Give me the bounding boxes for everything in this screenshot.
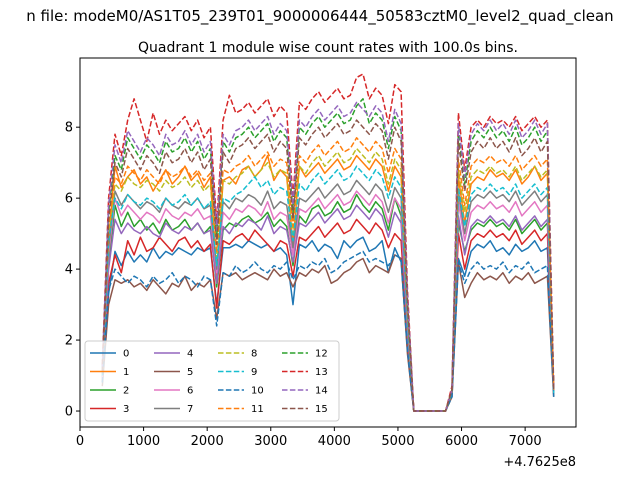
series-line-3: [101, 218, 555, 412]
legend-entry: 5: [154, 367, 193, 378]
series-layer: [101, 73, 555, 412]
series-line-7: [101, 179, 555, 412]
legend-entry: 3: [90, 404, 129, 415]
series-line-9: [101, 165, 555, 412]
y-tick-label: 0: [65, 405, 73, 420]
legend-entry: 8: [218, 349, 257, 360]
legend-entry: 12: [282, 349, 328, 360]
legend-box: [84, 340, 340, 422]
chart-title: Quadrant 1 module wise count rates with …: [138, 40, 518, 56]
legend-entry: 10: [218, 386, 264, 397]
x-tick-label: 4000: [318, 434, 351, 449]
legend-label: 8: [251, 349, 257, 360]
series-line-11: [101, 137, 555, 412]
x-tick-label: 6000: [445, 434, 478, 449]
x-tick-label: 2000: [191, 434, 224, 449]
series-line-12: [101, 98, 555, 412]
legend-label: 0: [123, 349, 129, 360]
series-line-1: [101, 154, 555, 412]
legend-label: 1: [123, 367, 129, 378]
series-line-4: [101, 204, 555, 412]
series-line-8: [101, 147, 555, 412]
legend-label: 4: [187, 349, 193, 360]
x-tick-label: 5000: [381, 434, 414, 449]
legend-label: 14: [315, 386, 328, 397]
axes-layer: 0 1000 2000 3000 4000 5000 6000 7000 0 2 4 6 8: [65, 121, 542, 449]
y-tick-label: 8: [65, 121, 73, 136]
legend-label: 13: [315, 367, 328, 378]
series-line-13: [101, 73, 555, 412]
legend-label: 2: [123, 386, 129, 397]
legend-label: 11: [251, 404, 264, 415]
series-line-5: [101, 254, 555, 412]
series-line-15: [101, 119, 555, 412]
legend-entry: 0: [90, 349, 129, 360]
legend-entry: 14: [282, 386, 328, 397]
series-line-6: [101, 190, 555, 412]
legend-entry: 11: [218, 404, 264, 415]
legend-entry: 7: [154, 404, 193, 415]
legend-label: 12: [315, 349, 328, 360]
legend-entry: 9: [218, 367, 257, 378]
legend-label: 9: [251, 367, 257, 378]
legend-label: 3: [123, 404, 129, 415]
x-tick-label: 7000: [509, 434, 542, 449]
series-line-2: [101, 193, 555, 412]
legend-label: 5: [187, 367, 193, 378]
x-tick-label: 1000: [127, 434, 160, 449]
figure-suptitle: n file: modeM0/AS1T05_239T01_9000006444_…: [26, 7, 613, 26]
legend-entry: 6: [154, 386, 193, 397]
legend-entry: 13: [282, 367, 328, 378]
legend-entry: 4: [154, 349, 193, 360]
legend-entry: 1: [90, 367, 129, 378]
legend-label: 15: [315, 404, 328, 415]
legend-entry: 2: [90, 386, 129, 397]
x-tick-label: 0: [76, 434, 84, 449]
y-tick-label: 4: [65, 263, 73, 278]
plot-frame: [79, 57, 577, 428]
legend-label: 6: [187, 386, 193, 397]
series-line-10: [101, 250, 555, 412]
legend-label: 10: [251, 386, 264, 397]
x-tick-label: 3000: [254, 434, 287, 449]
y-tick-label: 2: [65, 334, 73, 349]
y-tick-label: 6: [65, 192, 73, 207]
series-line-14: [101, 101, 555, 412]
x-offset-label: +4.7625e8: [503, 455, 576, 470]
series-line-0: [101, 236, 555, 412]
legend-label: 7: [187, 404, 193, 415]
legend-entry: 15: [282, 404, 328, 415]
